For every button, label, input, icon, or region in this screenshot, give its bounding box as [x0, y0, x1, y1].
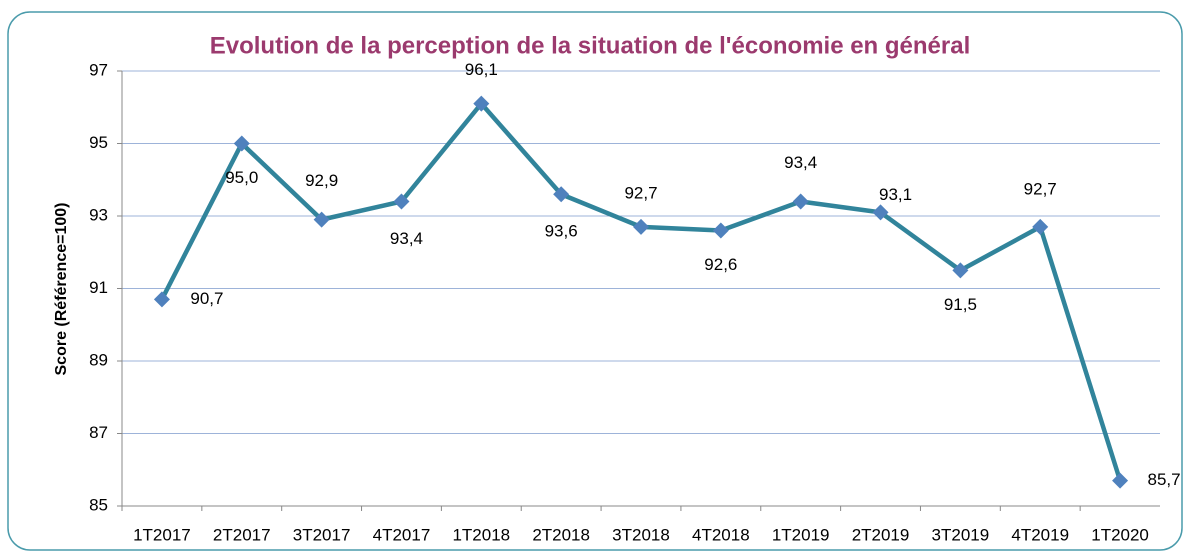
x-tick-label: 3T2019 — [932, 525, 990, 544]
data-point — [233, 135, 250, 152]
x-tick-label: 4T2017 — [373, 525, 431, 544]
data-point — [313, 211, 330, 228]
y-tick-label: 91 — [89, 278, 108, 297]
data-label: 93,1 — [879, 185, 912, 204]
x-tick-label: 1T2018 — [452, 525, 510, 544]
y-axis-label: Score (Référence=100) — [53, 203, 70, 376]
data-label: 85,7 — [1148, 470, 1181, 489]
data-point — [792, 193, 809, 210]
data-label: 92,6 — [704, 255, 737, 274]
y-tick-label: 95 — [89, 133, 108, 152]
x-tick-label: 2T2017 — [213, 525, 271, 544]
data-point — [1032, 218, 1049, 235]
data-point — [952, 262, 969, 279]
data-label: 95,0 — [225, 168, 258, 187]
data-label: 91,5 — [944, 295, 977, 314]
y-tick-label: 89 — [89, 350, 108, 369]
data-label: 92,9 — [305, 171, 338, 190]
x-tick-label: 2T2018 — [532, 525, 590, 544]
chart-border — [7, 11, 1183, 551]
y-tick-label: 97 — [89, 60, 108, 79]
x-tick-label: 4T2018 — [692, 525, 750, 544]
x-tick-label: 1T2017 — [133, 525, 191, 544]
data-label: 90,7 — [190, 289, 223, 308]
data-label: 96,1 — [465, 60, 498, 79]
data-point — [153, 291, 170, 308]
data-label: 92,7 — [624, 183, 657, 202]
data-label: 93,6 — [545, 222, 578, 241]
data-point — [1112, 472, 1129, 489]
x-tick-label: 1T2019 — [772, 525, 830, 544]
data-point — [872, 204, 889, 221]
x-tick-label: 2T2019 — [852, 525, 910, 544]
data-label: 92,7 — [1024, 179, 1057, 198]
y-tick-label: 87 — [89, 423, 108, 442]
x-tick-label: 3T2017 — [293, 525, 351, 544]
data-point — [553, 186, 570, 203]
y-tick-label: 85 — [89, 495, 108, 514]
data-point — [712, 222, 729, 239]
x-tick-label: 1T2020 — [1091, 525, 1149, 544]
x-tick-label: 3T2018 — [612, 525, 670, 544]
x-tick-label: 4T2019 — [1011, 525, 1069, 544]
data-point — [393, 193, 410, 210]
data-point — [633, 218, 649, 235]
chart-title: Evolution de la perception de la situati… — [210, 32, 971, 59]
data-point — [473, 95, 490, 112]
data-label: 93,4 — [390, 229, 423, 248]
data-label: 93,4 — [784, 153, 817, 172]
y-tick-label: 93 — [89, 205, 108, 224]
